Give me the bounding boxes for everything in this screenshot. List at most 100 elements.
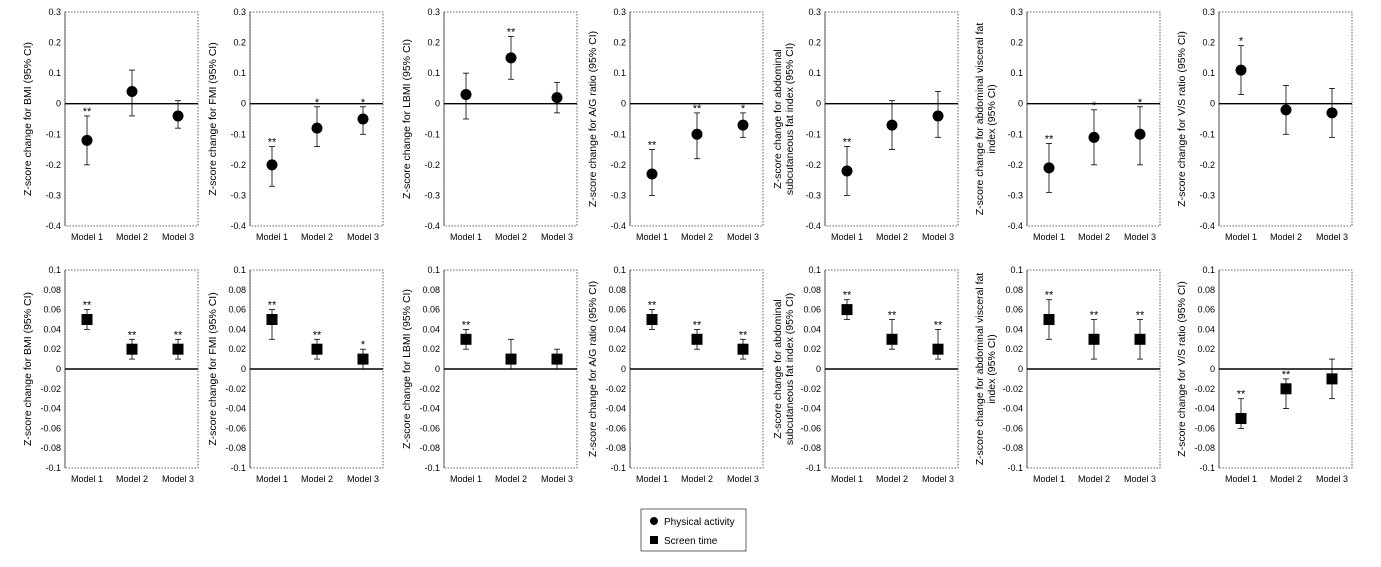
data-point-circle xyxy=(551,92,563,104)
chart-panel-st-6: 0.1 0.08 0.06 0.04 0.02 0 -0.02 -0.04 -0.06 -0.08… xyxy=(974,265,1161,484)
x-tick-label: Model 3 xyxy=(1316,474,1348,484)
chart-panel-pa-1: 0.3 0.2 0.1 0 -0.1 -0.2 -0.3 -0.4 Model 1 Model 2… xyxy=(22,7,199,242)
y-tick-label: 0.08 xyxy=(1197,285,1215,295)
y-tick-label: 0.06 xyxy=(803,305,821,315)
significance-label: ** xyxy=(1282,369,1291,381)
y-tick-label: 0.2 xyxy=(1010,38,1023,48)
x-tick-label: Model 1 xyxy=(831,232,863,242)
y-tick-label: -0.3 xyxy=(1199,190,1215,200)
significance-label: ** xyxy=(128,329,137,341)
chart-panel-st-1: 0.1 0.08 0.06 0.04 0.02 0 -0.02 -0.04 -0.06 -0.08… xyxy=(22,265,199,484)
y-axis-label: subcutaneous fat index (95% CI) xyxy=(784,293,796,445)
data-point-square xyxy=(126,343,138,355)
data-point-circle xyxy=(1134,128,1146,140)
data-point-circle xyxy=(646,168,658,180)
plot-frame xyxy=(249,11,384,227)
chart-panel-st-7: 0.1 0.08 0.06 0.04 0.02 0 -0.02 -0.04 -0.06 -0.08… xyxy=(1176,265,1353,484)
x-tick-label: Model 1 xyxy=(831,474,863,484)
y-tick-label: 0.2 xyxy=(48,38,61,48)
x-tick-label: Model 2 xyxy=(876,474,908,484)
y-tick-label: -0.1 xyxy=(610,129,626,139)
x-tick-label: Model 1 xyxy=(256,474,288,484)
y-tick-label: 0.2 xyxy=(233,38,246,48)
chart-panel-pa-5: 0.3 0.2 0.1 0 -0.1 -0.2 -0.3 -0.4 Model 1 Model 2… xyxy=(772,7,959,242)
x-tick-label: Model 3 xyxy=(1124,474,1156,484)
data-point-square xyxy=(311,343,323,355)
y-tick-label: 0 xyxy=(1018,99,1023,109)
significance-label: ** xyxy=(268,300,277,312)
plot-frame xyxy=(629,11,764,227)
data-point-circle xyxy=(311,122,323,134)
x-tick-label: Model 3 xyxy=(162,232,194,242)
significance-label: ** xyxy=(1045,133,1054,145)
data-point-square xyxy=(505,353,517,365)
x-tick-label: Model 3 xyxy=(1124,232,1156,242)
y-tick-label: -0.1 xyxy=(1199,129,1215,139)
y-tick-label: 0.04 xyxy=(228,324,246,334)
significance-label: * xyxy=(315,97,320,109)
y-tick-label: 0.08 xyxy=(43,285,61,295)
y-tick-label: -0.1 xyxy=(805,129,821,139)
data-point-circle xyxy=(126,85,138,97)
y-tick-label: 0.08 xyxy=(608,285,626,295)
significance-label: ** xyxy=(268,137,277,149)
y-tick-label: 0.04 xyxy=(422,324,440,334)
data-point-circle xyxy=(460,89,472,101)
y-tick-label: 0.1 xyxy=(808,265,821,275)
significance-label: ** xyxy=(1090,310,1099,322)
y-tick-label: 0.1 xyxy=(427,68,440,78)
data-point-square xyxy=(691,333,703,345)
y-tick-label: 0.08 xyxy=(422,285,440,295)
y-tick-label: 0 xyxy=(621,99,626,109)
y-tick-label: -0.2 xyxy=(805,160,821,170)
x-tick-label: Model 2 xyxy=(1270,474,1302,484)
data-point-square xyxy=(266,314,278,325)
significance-label: ** xyxy=(843,290,852,302)
x-tick-label: Model 2 xyxy=(1078,232,1110,242)
y-axis-label: Z-score change for BMI (95% CI) xyxy=(22,42,34,196)
y-tick-label: -0.3 xyxy=(805,190,821,200)
y-tick-label: 0.1 xyxy=(613,265,626,275)
y-tick-label: 0.02 xyxy=(228,344,246,354)
y-tick-label: -0.4 xyxy=(45,221,61,231)
x-tick-label: Model 1 xyxy=(1225,474,1257,484)
y-tick-label: 0.3 xyxy=(1010,7,1023,17)
legend: Physical activity Screen time xyxy=(640,508,747,552)
legend-circle-marker xyxy=(650,517,658,525)
data-point-square xyxy=(81,314,93,325)
chart-panels: 0.3 0.2 0.1 0 -0.1 -0.2 -0.3 -0.4 Model 1 Model 2… xyxy=(22,7,1353,484)
plot-frame xyxy=(1218,11,1353,227)
y-tick-label: -0.02 xyxy=(1002,384,1023,394)
y-tick-label: -0.1 xyxy=(610,463,626,473)
y-axis-label: index (95% CI) xyxy=(986,334,998,403)
y-axis-label: Z-score change for LBMI (95% CI) xyxy=(401,39,413,199)
y-tick-label: -0.1 xyxy=(1007,129,1023,139)
y-tick-label: -0.3 xyxy=(45,190,61,200)
data-point-circle xyxy=(932,110,944,122)
y-tick-label: -0.1 xyxy=(230,129,246,139)
x-tick-label: Model 2 xyxy=(681,474,713,484)
y-tick-label: -0.08 xyxy=(1194,443,1215,453)
significance-label: ** xyxy=(648,300,657,312)
x-tick-label: Model 2 xyxy=(116,474,148,484)
y-tick-label: 0.02 xyxy=(1005,344,1023,354)
x-tick-label: Model 2 xyxy=(876,232,908,242)
x-tick-label: Model 3 xyxy=(727,474,759,484)
x-tick-label: Model 2 xyxy=(495,474,527,484)
y-axis-label: index (95% CI) xyxy=(986,84,998,153)
y-tick-label: -0.1 xyxy=(805,463,821,473)
significance-label: * xyxy=(1239,36,1244,48)
y-tick-label: -0.2 xyxy=(45,160,61,170)
y-tick-label: 0.06 xyxy=(228,305,246,315)
y-tick-label: 0 xyxy=(621,364,626,374)
y-tick-label: -0.08 xyxy=(1002,443,1023,453)
y-axis-label: Z-score change for abdominal xyxy=(772,49,784,189)
y-tick-label: -0.04 xyxy=(40,404,61,414)
significance-label: ** xyxy=(313,329,322,341)
chart-panel-st-2: 0.1 0.08 0.06 0.04 0.02 0 -0.02 -0.04 -0.06 -0.08… xyxy=(207,265,384,484)
legend-box xyxy=(640,508,747,552)
y-tick-label: -0.02 xyxy=(225,384,246,394)
y-tick-label: -0.02 xyxy=(1194,384,1215,394)
y-tick-label: -0.06 xyxy=(1194,423,1215,433)
data-point-square xyxy=(357,353,369,365)
